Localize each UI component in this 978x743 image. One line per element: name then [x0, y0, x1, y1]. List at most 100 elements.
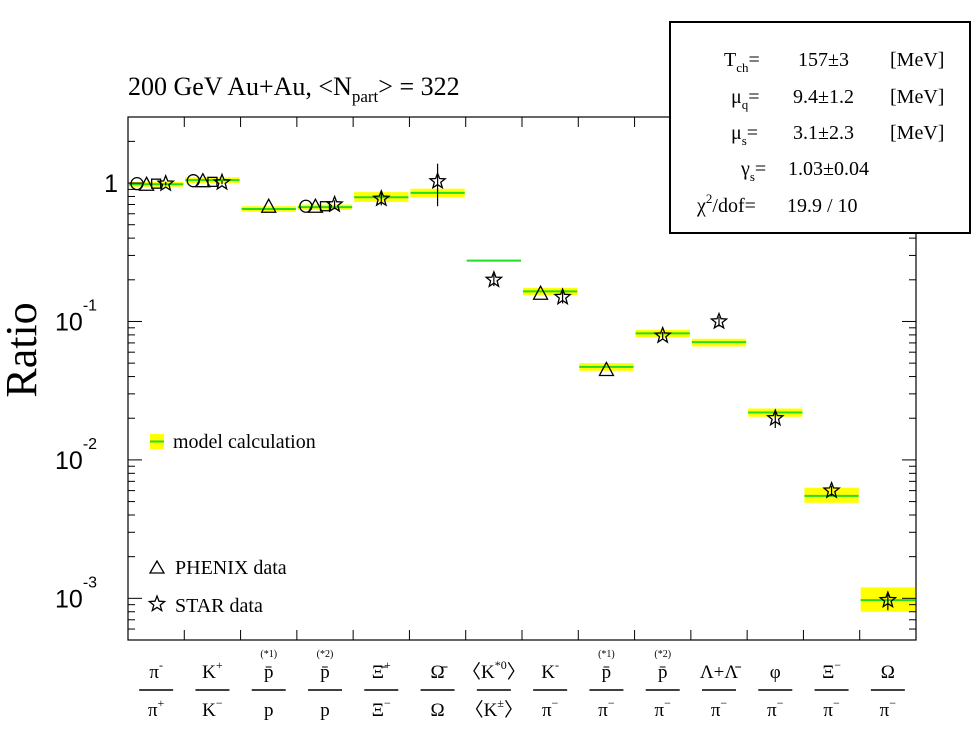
category-label: K-π− [533, 658, 568, 721]
fit-row-sub: s [750, 169, 755, 184]
category-numerator: K- [541, 658, 559, 683]
category-label: Ωπ− [870, 662, 905, 721]
fit-row-eq: = [755, 158, 766, 180]
category-numerator: Ξ̄+ [372, 658, 391, 683]
phenix-point [194, 172, 211, 188]
category-denominator: π− [880, 696, 897, 721]
y-axis-label: Ratio [0, 302, 46, 397]
category-denominator: π− [598, 696, 615, 721]
fit-value-temperature: 157±3 [798, 49, 849, 71]
y-tick-mantissa: 1 [104, 170, 118, 198]
category-numerator: Λ+Λ̄ [700, 662, 741, 683]
category-denominator: π+ [148, 696, 165, 721]
category-label: Ω̄ Ω [420, 662, 455, 721]
fit-row-sym: μ [731, 122, 742, 144]
category-note: (*1) [598, 649, 615, 660]
category-numerator: 〈K*0〉 [462, 658, 526, 683]
star-point [428, 171, 447, 190]
fit-row-sup: 2 [706, 191, 713, 206]
category-note: (*2) [317, 649, 334, 660]
star-point [653, 325, 673, 344]
star-point [212, 172, 232, 191]
category-numerator: K+ [202, 658, 223, 683]
y-tick-mantissa: 10 [55, 585, 83, 613]
phenix-point [138, 175, 155, 191]
fit-row-eq: = [748, 86, 759, 108]
fit-value-mus: 3.1±2.3 [793, 122, 854, 144]
star-point [822, 480, 841, 499]
legend-label-phenix: PHENIX data [175, 557, 287, 579]
data-markers [130, 163, 898, 611]
category-labels: π-π+K+K−(*1)p̄p(*2)p̄pΞ̄+Ξ−Ω̄Ω〈K*0〉〈K±〉K… [139, 649, 905, 721]
category-label: K+ K− [195, 658, 230, 721]
fit-row-eq: = [749, 49, 760, 71]
star-point [878, 590, 898, 609]
fit-unit-mus: [MeV] [890, 122, 944, 144]
category-label: π-π+ [139, 658, 174, 721]
fit-row-sym: χ [696, 195, 706, 217]
star-point [484, 269, 504, 288]
category-denominator: 〈K±〉 [465, 696, 523, 721]
category-denominator: K− [202, 696, 223, 721]
category-label: φ π− [758, 662, 793, 721]
legend-star-marker [147, 594, 167, 612]
chart-title: 200 GeV Au+Au, <Npart> = 322 [128, 72, 460, 106]
star-point [709, 311, 729, 330]
category-denominator: p [264, 700, 274, 721]
category-numerator: p̄ [602, 662, 612, 683]
category-label: Ξ− π− [814, 658, 849, 721]
y-tick-exponent: -2 [83, 436, 97, 453]
y-tick-exponent: -1 [83, 297, 97, 314]
star-point [371, 188, 391, 207]
category-label: (*2) p̄ p [308, 649, 342, 721]
category-denominator: π− [823, 696, 840, 721]
fit-row-sym: γ [740, 158, 750, 180]
chart-title-main: 200 GeV Au+Au, <N [128, 72, 352, 101]
category-denominator: π− [655, 696, 672, 721]
phenix-point [307, 197, 324, 213]
star-point [325, 194, 344, 213]
chart-title-tail: > = 322 [378, 72, 459, 101]
fit-row-gammas: γs= [740, 158, 766, 184]
y-tick-mantissa: 10 [55, 447, 83, 475]
fit-row-chi2: χ2/dof= [696, 191, 756, 217]
fit-row-sub: ch [736, 60, 749, 75]
star-point [156, 173, 176, 192]
fit-row-mus: μs= [731, 122, 758, 148]
phenix-point [532, 284, 549, 300]
fit-value-chi2: 19.9 / 10 [787, 195, 858, 217]
category-denominator: π− [711, 696, 728, 721]
fit-row-sub: s [742, 133, 747, 148]
y-tick-exponent: -3 [83, 574, 97, 591]
fit-row-muq: μq= [731, 86, 760, 112]
phenix-point [598, 361, 615, 377]
category-label: Λ+Λ̄ π− [700, 662, 741, 721]
category-numerator: p̄ [320, 662, 330, 683]
category-numerator: π- [149, 658, 163, 683]
category-note: (*1) [260, 649, 277, 660]
fit-row-temperature: Tch= [724, 49, 760, 75]
category-denominator: p [320, 700, 330, 721]
category-denominator: Ω [431, 700, 445, 721]
fit-row-eq: = [745, 195, 756, 217]
y-tick-label: 10-3 [55, 574, 97, 613]
chart-title-sub: part [352, 87, 379, 106]
legend-label-star: STAR data [175, 595, 263, 617]
fit-unit-temperature: [MeV] [890, 49, 944, 71]
category-label: 〈K*0〉〈K±〉 [462, 658, 526, 721]
category-denominator: π− [542, 696, 559, 721]
fit-value-gammas: 1.03±0.04 [788, 158, 869, 180]
category-label: (*1) p̄ p [251, 649, 286, 721]
category-numerator: p̄ [658, 662, 668, 683]
category-numerator: Ω̄ [431, 662, 448, 683]
fit-row-sym: T [724, 49, 736, 71]
y-tick-mantissa: 10 [55, 308, 83, 336]
legend: model calculation PHENIX data STAR data [147, 431, 316, 617]
category-numerator: Ω [881, 662, 895, 683]
phenix-point [260, 197, 277, 213]
fit-row-sym-tail: /dof [712, 195, 745, 217]
category-numerator: φ [770, 662, 781, 683]
category-label: (*1) p̄ π− [589, 649, 624, 721]
fit-parameter-box: Tch= 157±3 [MeV] μq= 9.4±1.2 [MeV] μs= 3… [669, 21, 971, 234]
